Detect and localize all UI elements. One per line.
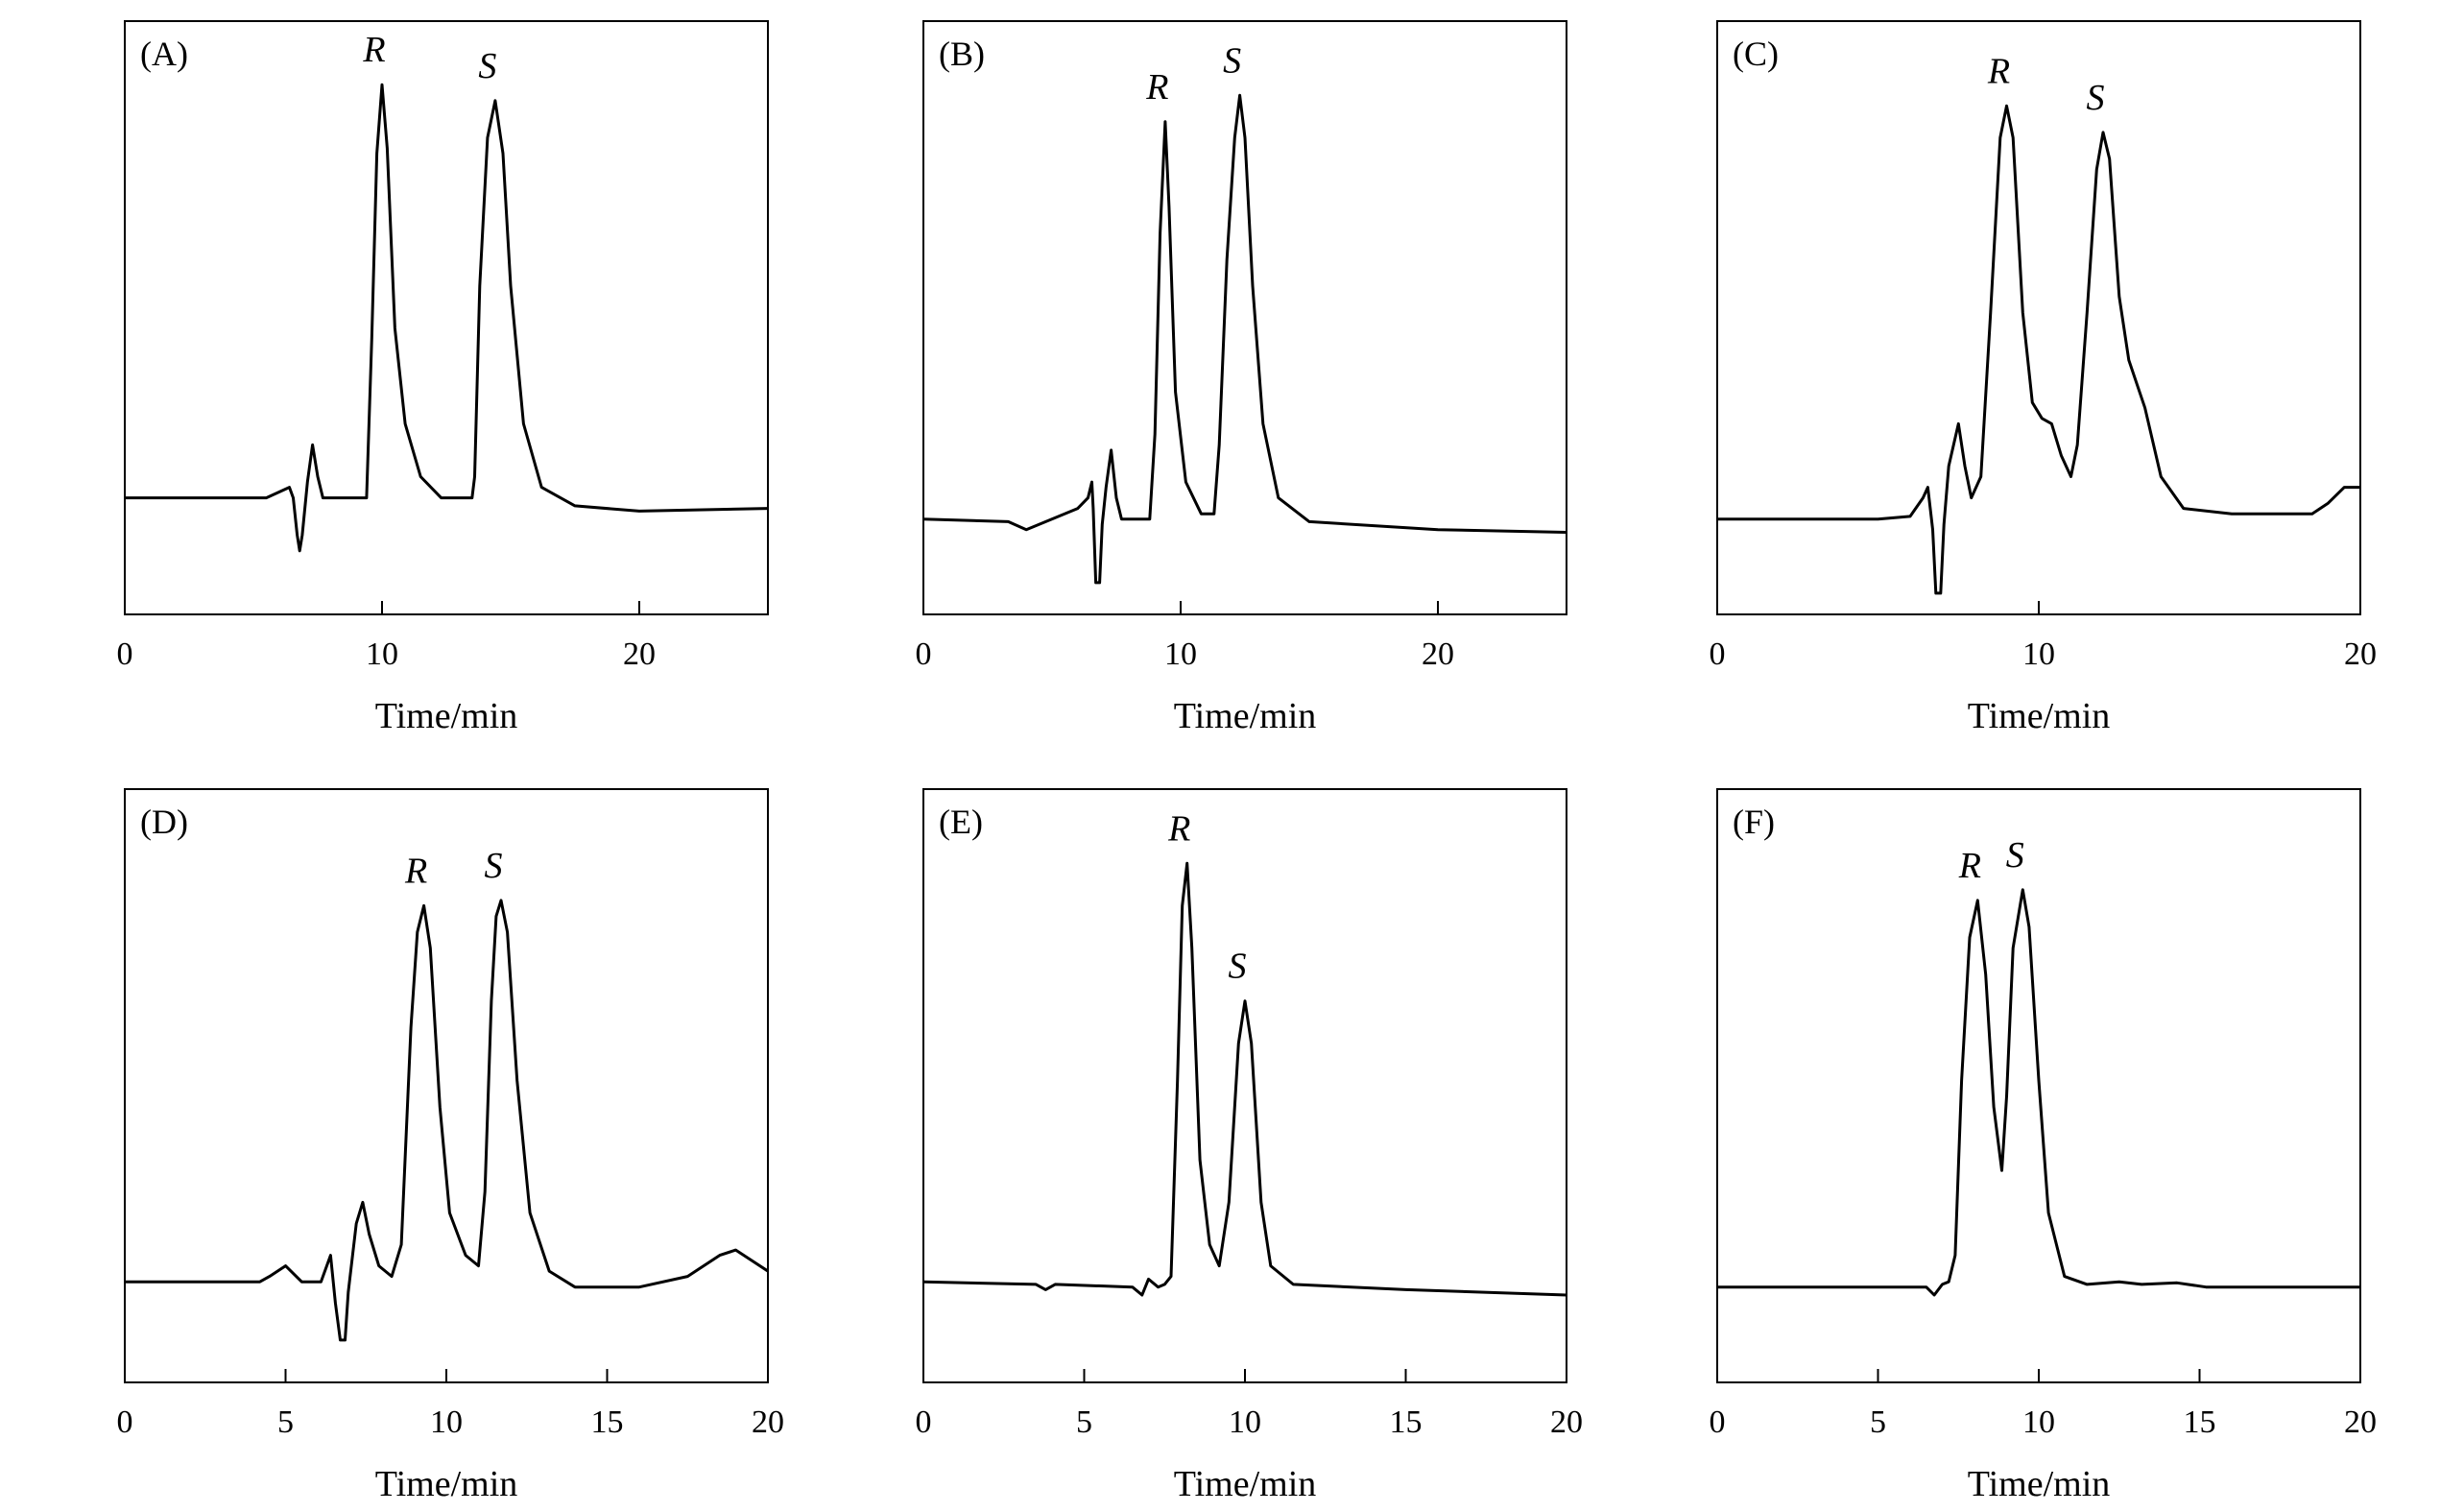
series-line-1: [1717, 104, 2360, 595]
x-tick-label: 20: [623, 636, 656, 672]
peak-label-r: R: [362, 30, 385, 70]
panel-label: (E): [939, 803, 983, 841]
x-tick-label: 20: [2344, 1404, 2377, 1440]
peak-label-s: S: [1229, 947, 1247, 987]
x-tick-label: 10: [366, 636, 398, 672]
x-axis-label: Time/min: [1174, 1464, 1317, 1504]
series-line-1: [923, 93, 1567, 585]
x-tick-label: 10: [1164, 636, 1197, 672]
chart-panel-6: 0 5 10 15 20 Time/min (F) R S: [1710, 788, 2377, 1504]
x-axis-label: Time/min: [1968, 1464, 2111, 1504]
x-axis-label: Time/min: [375, 1464, 518, 1504]
plot-frame: [1716, 20, 2361, 615]
chart-panel-2: 0 10 20 Time/min (B) R S: [916, 20, 1567, 736]
peak-label-s: S: [2087, 78, 2105, 118]
panel-label: (F): [1733, 803, 1775, 841]
x-axis-label: Time/min: [375, 696, 518, 736]
peak-label-s: S: [1223, 40, 1241, 81]
x-tick-label: 0: [1710, 1404, 1726, 1440]
x-tick-label: 15: [1390, 1404, 1423, 1440]
series-line-1: [125, 83, 768, 553]
chart-panel-1: 0 10 20 Time/min (A) R S: [117, 20, 769, 736]
peak-label-r: R: [404, 851, 427, 891]
chart-panel-5: 0 5 10 15 20 Time/min (E) R S: [916, 788, 1583, 1504]
x-tick-label: 0: [117, 636, 133, 672]
x-tick-label: 5: [277, 1404, 294, 1440]
x-tick-label: 20: [1422, 636, 1454, 672]
series-line-1: [125, 899, 768, 1342]
x-tick-label: 20: [752, 1404, 784, 1440]
x-tick-label: 20: [1550, 1404, 1583, 1440]
x-tick-label: 10: [2022, 1404, 2055, 1440]
x-tick-label: 0: [1710, 636, 1726, 672]
x-tick-label: 0: [916, 1404, 932, 1440]
peak-label-s: S: [478, 46, 496, 86]
x-tick-label: 10: [1229, 1404, 1261, 1440]
plot-frame: [922, 788, 1567, 1383]
peak-label-s: S: [484, 846, 502, 886]
chart-panel-4: 0 5 10 15 20 Time/min (D) R S: [117, 788, 784, 1504]
peak-label-r: R: [1987, 51, 2010, 91]
chart-panel-3: 0 10 20 Time/min (C) R S: [1710, 20, 2377, 736]
series-line-1: [1717, 888, 2360, 1297]
panel-label: (C): [1733, 35, 1779, 73]
x-tick-label: 0: [117, 1404, 133, 1440]
peak-label-r: R: [1958, 846, 1981, 886]
peak-label-s: S: [2006, 835, 2024, 876]
x-axis-label: Time/min: [1174, 696, 1317, 736]
x-axis-label: Time/min: [1968, 696, 2111, 736]
plot-frame: [922, 20, 1567, 615]
x-tick-label: 15: [2184, 1404, 2216, 1440]
x-tick-label: 10: [2022, 636, 2055, 672]
x-tick-label: 5: [1870, 1404, 1886, 1440]
panel-label: (D): [140, 803, 188, 841]
x-tick-label: 15: [591, 1404, 624, 1440]
panel-label: (B): [939, 35, 985, 73]
series-line-1: [923, 861, 1567, 1297]
plot-frame: [124, 20, 769, 615]
x-tick-label: 10: [430, 1404, 463, 1440]
x-tick-label: 0: [916, 636, 932, 672]
peak-label-r: R: [1145, 67, 1168, 108]
plot-frame: [124, 788, 769, 1383]
peak-label-r: R: [1167, 808, 1190, 849]
x-tick-label: 20: [2344, 636, 2377, 672]
x-tick-label: 5: [1076, 1404, 1092, 1440]
panel-label: (A): [140, 35, 188, 73]
